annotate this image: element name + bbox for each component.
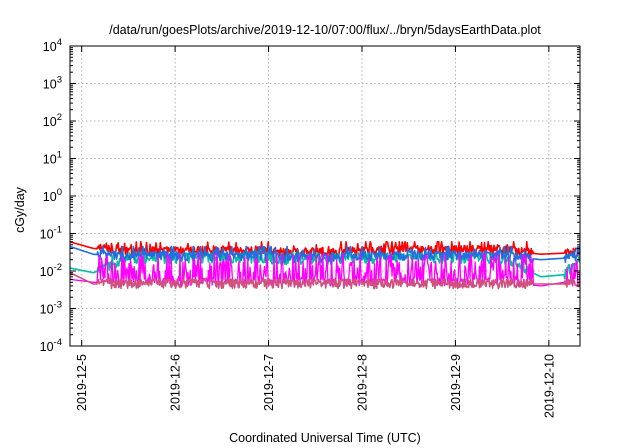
x-tick-label: 2019-12-10	[542, 354, 556, 418]
chart-title: /data/run/goesPlots/archive/2019-12-10/0…	[109, 23, 541, 37]
x-axis-label: Coordinated Universal Time (UTC)	[229, 431, 421, 445]
y-axis: 10-4 10-3 10-2 10-1 100 101 102 103 104	[40, 37, 580, 354]
y-tick-label: 104	[43, 37, 62, 54]
grid	[70, 46, 580, 346]
y-axis-label: cGy/day	[13, 186, 27, 233]
y-tick-label: 100	[43, 187, 62, 204]
y-tick-label: 10-2	[40, 262, 62, 279]
y-tick-label: 10-4	[40, 337, 62, 354]
y-tick-label: 10-1	[40, 225, 62, 242]
y-tick-label: 102	[43, 112, 62, 129]
x-tick-label: 2019-12-8	[355, 354, 369, 411]
x-axis: 2019-12-5 2019-12-6 2019-12-7 2019-12-8 2019…	[75, 46, 556, 418]
series-group	[70, 241, 580, 290]
series-line	[70, 245, 580, 264]
y-tick-label: 101	[43, 150, 62, 167]
x-tick-label: 2019-12-9	[449, 354, 463, 411]
x-tick-label: 2019-12-6	[169, 354, 183, 411]
x-tick-label: 2019-12-5	[75, 354, 89, 411]
x-tick-label: 2019-12-7	[262, 354, 276, 411]
y-tick-label: 10-3	[40, 300, 62, 317]
series-line	[70, 272, 580, 290]
y-tick-label: 103	[43, 75, 62, 92]
